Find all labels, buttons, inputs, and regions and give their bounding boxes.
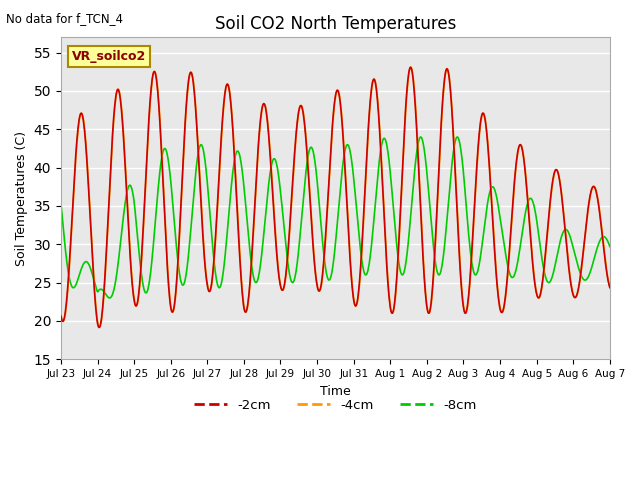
X-axis label: Time: Time bbox=[320, 384, 351, 397]
Y-axis label: Soil Temperatures (C): Soil Temperatures (C) bbox=[15, 131, 28, 266]
Title: Soil CO2 North Temperatures: Soil CO2 North Temperatures bbox=[214, 15, 456, 33]
Text: VR_soilco2: VR_soilco2 bbox=[72, 50, 146, 63]
Text: No data for f_TCN_4: No data for f_TCN_4 bbox=[6, 12, 124, 25]
Legend: -2cm, -4cm, -8cm: -2cm, -4cm, -8cm bbox=[188, 394, 483, 417]
